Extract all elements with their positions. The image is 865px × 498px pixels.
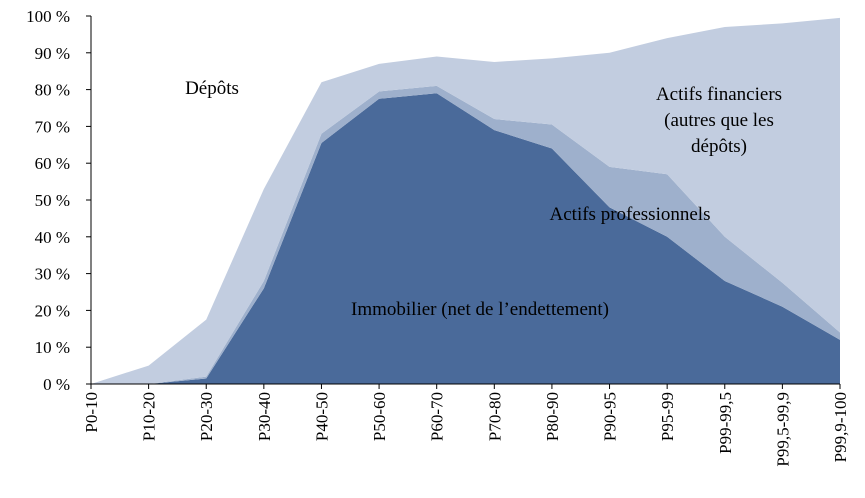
y-tick-label: 90 %	[35, 44, 70, 63]
annotation-label: Immobilier (net de l’endettement)	[351, 299, 609, 320]
y-tick-label: 0 %	[43, 375, 70, 394]
x-tick-label: P99,5-99,9	[773, 392, 792, 467]
x-tick-label: P70-80	[485, 392, 504, 441]
x-tick-label: P30-40	[255, 392, 274, 441]
y-tick-label: 50 %	[35, 191, 70, 210]
y-tick-label: 40 %	[35, 228, 70, 247]
x-tick-label: P20-30	[197, 392, 216, 441]
annotation-label: Actifs financiers	[656, 84, 782, 105]
x-tick-label: P95-99	[658, 392, 677, 441]
y-tick-label: 100 %	[26, 7, 70, 26]
y-tick-label: 70 %	[35, 117, 70, 136]
annotation-label: (autres que les	[664, 110, 774, 131]
x-tick-label: P60-70	[428, 392, 447, 441]
annotation-label: Actifs professionnels	[550, 204, 711, 225]
annotation-label: dépôts)	[691, 136, 747, 157]
x-tick-label: P0-10	[82, 392, 101, 433]
y-tick-label: 60 %	[35, 154, 70, 173]
x-tick-label: P50-60	[370, 392, 389, 441]
x-tick-labels: P0-10 P10-20 P20-30 P30-40 P40-50 P50-60 P60-7…	[82, 384, 850, 467]
x-tick-label: P80-90	[543, 392, 562, 441]
annotation-label: Dépôts	[185, 78, 239, 99]
y-tick-label: 80 %	[35, 81, 70, 100]
area-series-0	[91, 93, 840, 384]
area-series-2	[91, 17, 840, 385]
x-tick-label: P99,9-100	[831, 392, 850, 462]
y-tick-label: 20 %	[35, 301, 70, 320]
x-tick-label: P90-95	[601, 392, 620, 441]
x-tick-label: P40-50	[312, 392, 331, 441]
area-series-1	[91, 85, 840, 385]
y-tick-label: 30 %	[35, 265, 70, 284]
y-tick-labels: 0 % 10 % 20 % 30 % 40 % 50 % 60 % 70 % 80 % 90 % 1…	[26, 7, 91, 394]
x-tick-label: P10-20	[140, 392, 159, 441]
y-tick-label: 10 %	[35, 338, 70, 357]
area-annotations: Dépôts Actifs financiers (autres que les dé…	[185, 78, 782, 320]
x-tick-label: P99-99,5	[716, 392, 735, 454]
area-layers	[91, 17, 840, 385]
